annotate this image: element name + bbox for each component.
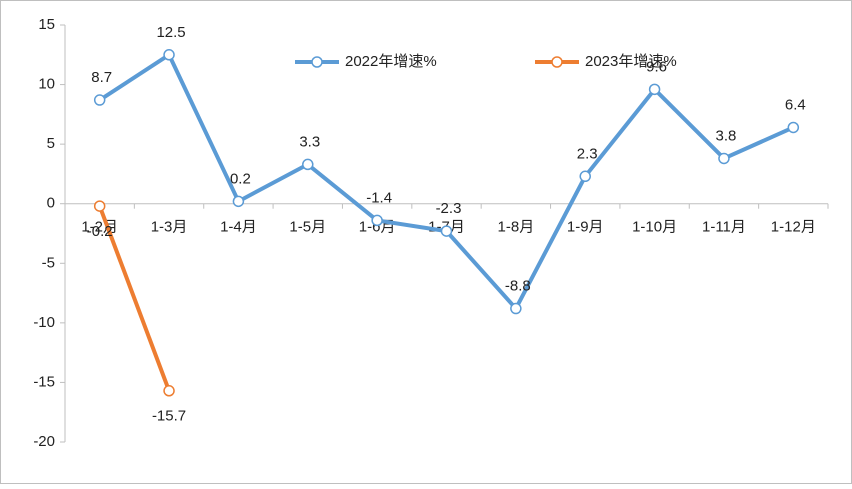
x-tick-label: 1-8月 xyxy=(498,219,535,236)
data-label: 0.2 xyxy=(230,170,251,187)
data-point xyxy=(648,83,661,96)
data-label: 12.5 xyxy=(156,24,185,41)
data-label: -0.2 xyxy=(87,223,113,240)
legend-label: 2022年增速% xyxy=(345,53,437,70)
x-tick-label: 1-3月 xyxy=(151,219,188,236)
y-tick-label: -20 xyxy=(33,433,55,450)
x-tick-label: 1-4月 xyxy=(220,219,257,236)
data-point xyxy=(440,225,453,237)
legend-marker xyxy=(551,56,563,68)
data-label: 3.8 xyxy=(716,127,737,144)
data-point xyxy=(93,94,106,106)
data-point xyxy=(371,214,383,227)
y-tick-label: 10 xyxy=(38,76,55,93)
data-point xyxy=(510,302,522,315)
data-point xyxy=(579,170,591,183)
y-tick-label: -10 xyxy=(33,314,55,331)
data-point xyxy=(232,195,245,208)
x-tick-label: 1-5月 xyxy=(289,219,326,236)
data-label: -1.4 xyxy=(366,189,392,206)
data-point xyxy=(718,152,730,165)
data-point xyxy=(302,158,314,171)
x-tick-label: 1-11月 xyxy=(702,219,746,236)
y-tick-label: 5 xyxy=(47,135,55,152)
x-tick-label: 1-9月 xyxy=(567,219,604,236)
legend-label: 2023年增速% xyxy=(585,53,677,70)
data-label: -8.8 xyxy=(505,278,531,295)
data-point xyxy=(163,385,175,397)
y-tick-label: 0 xyxy=(47,195,55,212)
data-point xyxy=(787,121,800,134)
data-label: 8.7 xyxy=(91,69,112,86)
data-label: -15.7 xyxy=(152,408,186,425)
x-tick-label: 1-12月 xyxy=(771,219,816,236)
y-tick-label: -15 xyxy=(33,373,55,390)
data-label: 3.3 xyxy=(299,133,320,150)
data-label: 9.6 xyxy=(646,58,667,75)
data-label: 6.4 xyxy=(785,96,806,113)
data-label: 2.3 xyxy=(577,145,598,162)
data-point xyxy=(163,49,175,61)
legend-marker xyxy=(311,56,323,68)
data-point xyxy=(93,200,106,212)
series-line xyxy=(97,205,171,392)
data-label: -2.3 xyxy=(436,200,462,217)
y-tick-label: -5 xyxy=(42,254,55,271)
y-tick-label: 15 xyxy=(38,16,55,33)
x-tick-label: 1-10月 xyxy=(632,219,677,236)
